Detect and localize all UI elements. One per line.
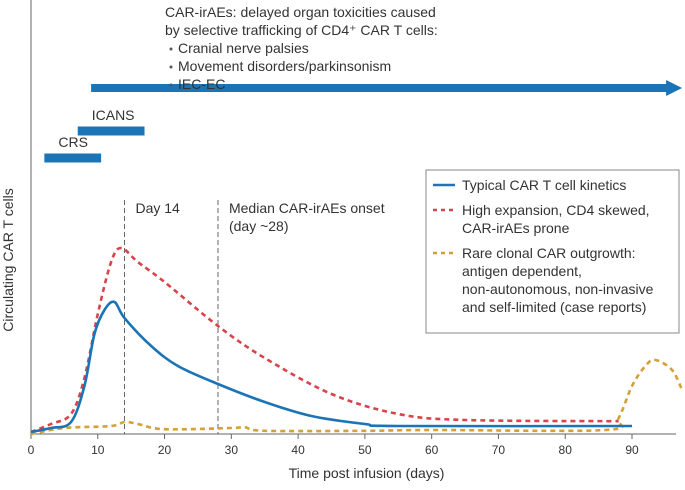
annotation-bullet: Cranial nerve palsies [178,40,309,56]
legend-label: Rare clonal CAR outgrowth: [462,245,636,261]
legend-label: High expansion, CD4 skewed, [462,202,650,218]
x-tick-label: 20 [158,443,172,457]
series-line-2 [30,358,684,436]
x-tick-label: 40 [291,443,305,457]
arrow-head-icon [666,80,683,96]
x-tick-label: 70 [492,443,506,457]
annotation-bullet: Movement disorders/parkinsonism [178,58,391,74]
legend [425,169,680,334]
marker-label: Median CAR-irAEs onset [229,200,385,216]
x-tick-label: 10 [91,443,105,457]
phase-bar-irAEs [91,84,669,92]
series-line-0 [30,300,633,434]
legend-label: Typical CAR T cell kinetics [462,177,626,193]
bullet-icon [169,83,173,87]
annotation-text: CAR-irAEs: delayed organ toxicities caus… [165,4,436,20]
bullet-icon [169,47,173,51]
marker-label: Day 14 [135,200,180,216]
legend-label: and self-limited (case reports) [462,299,646,315]
phase-label: ICANS [92,107,135,123]
series-line-1 [30,246,619,434]
x-tick-label: 90 [625,443,639,457]
legend-label: non-autonomous, non-invasive [462,281,654,297]
annotation-text: by selective trafficking of CD4⁺ CAR T c… [165,22,438,38]
legend-label: CAR-irAEs prone [462,220,570,236]
legend-label: antigen dependent, [462,263,582,279]
phase-bar-crs [44,153,102,163]
phase-label: CRS [58,134,88,150]
annotation-bullet: IEC-EC [178,76,225,92]
x-tick-label: 50 [358,443,372,457]
x-tick-label: 60 [425,443,439,457]
x-axis-label: Time post infusion (days) [289,465,445,481]
y-axis-label: Circulating CAR T cells [0,188,16,331]
bullet-icon [169,65,173,69]
x-tick-label: 0 [28,443,35,457]
marker-label: (day ~28) [229,218,289,234]
x-tick-label: 80 [559,443,573,457]
phase-bar-icans [77,126,145,136]
x-tick-label: 30 [225,443,239,457]
